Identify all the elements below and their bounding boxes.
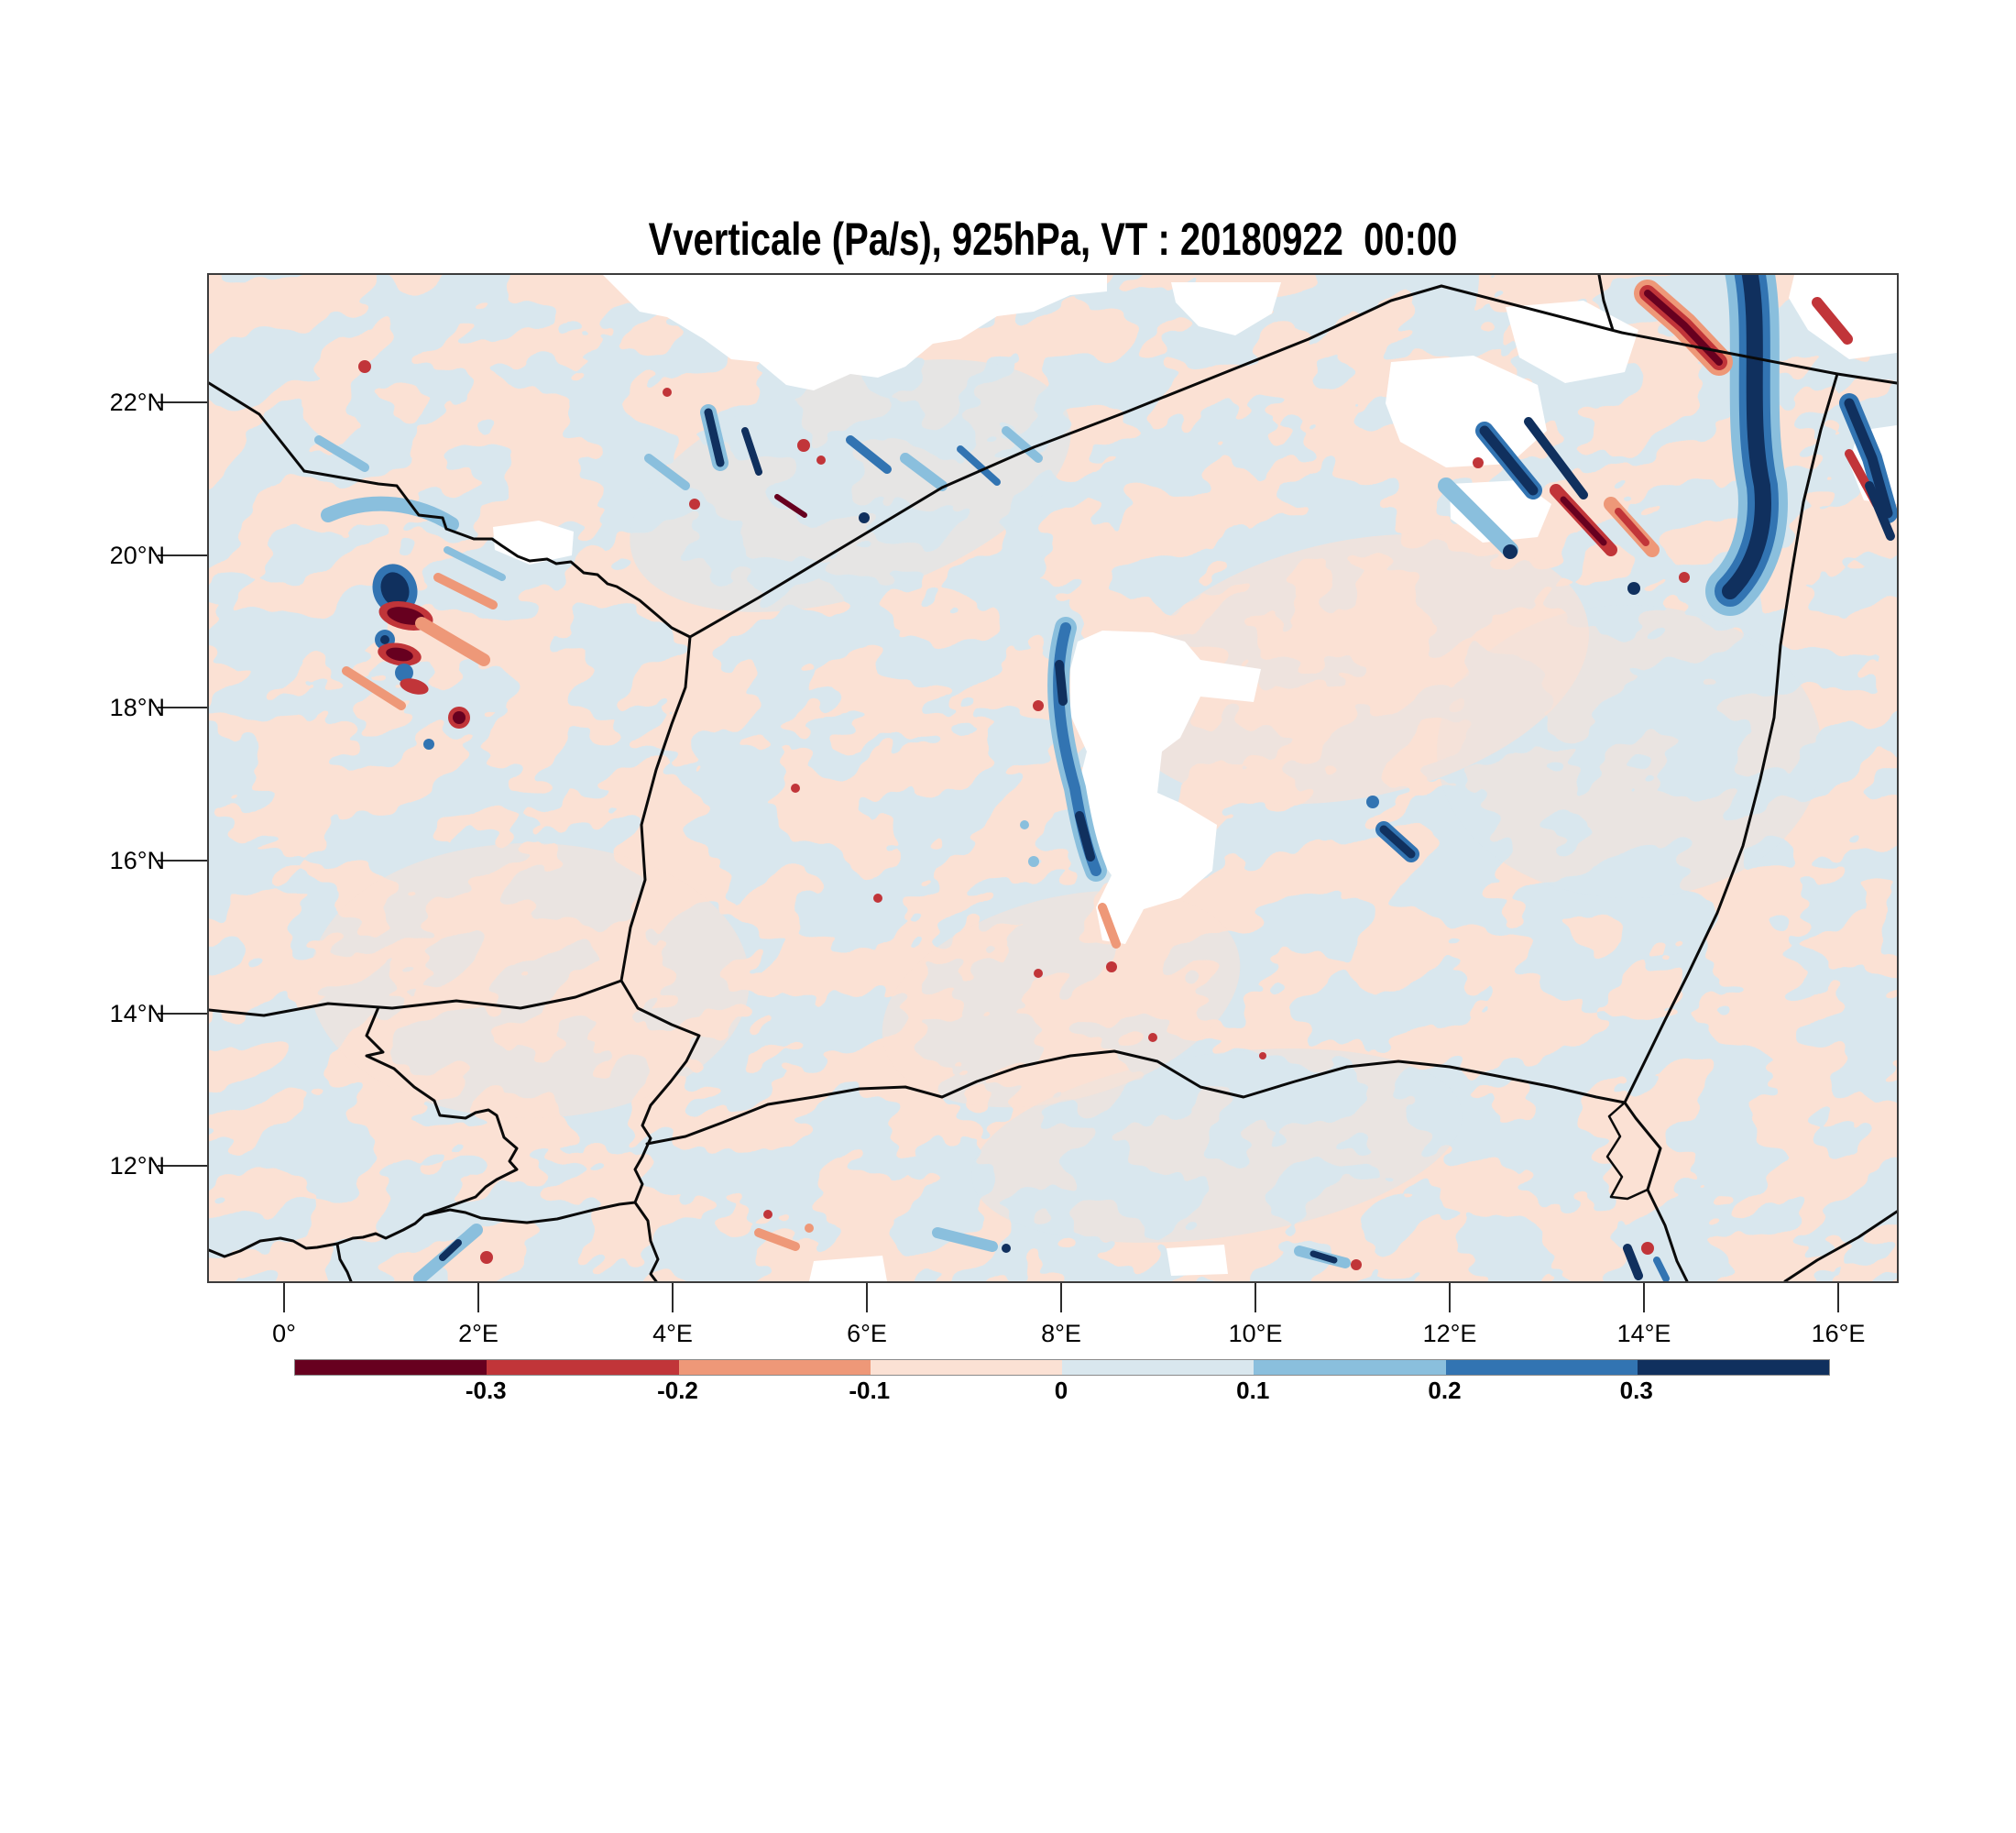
figure-title: Vverticale (Pa/s), 925hPa, VT : 20180922… [648, 214, 1458, 265]
colorbar-tick-label: 0 [1054, 1377, 1068, 1404]
colorbar-cell [1254, 1360, 1446, 1375]
lon-tick-label: 14°E [1616, 1320, 1671, 1347]
lon-tick-label: 8°E [1041, 1320, 1081, 1347]
lon-tick-label: 12°E [1422, 1320, 1477, 1347]
lon-tick-mark [1837, 1283, 1839, 1312]
colorbar-tick-label: -0.2 [657, 1377, 698, 1404]
lon-tick-label: 4°E [652, 1320, 693, 1347]
lat-tick-mark [158, 860, 207, 862]
strong-velocity-features [314, 275, 1897, 1281]
lat-tick-label: 18°N [109, 694, 165, 721]
lon-tick-label: 0° [272, 1320, 296, 1347]
country-borders [209, 275, 1897, 1281]
lat-tick-mark [158, 707, 207, 708]
lat-tick-mark [158, 401, 207, 403]
lat-tick-mark [158, 1013, 207, 1015]
lon-tick-mark [1060, 1283, 1062, 1312]
colorbar-cell [295, 1360, 488, 1375]
colorbar-cell [487, 1360, 679, 1375]
scattered-features [413, 784, 1670, 1281]
colorbar [294, 1359, 1830, 1376]
colorbar-cell [870, 1360, 1062, 1375]
colorbar-cell [1637, 1360, 1829, 1375]
colorbar-cell [678, 1360, 871, 1375]
lon-tick-mark [672, 1283, 674, 1312]
lat-tick-label: 20°N [109, 542, 165, 569]
colorbar-cell [1062, 1360, 1255, 1375]
lat-tick-label: 12°N [109, 1152, 165, 1180]
lon-tick-mark [866, 1283, 868, 1312]
lat-tick-label: 16°N [109, 847, 165, 874]
colorbar-tick-label: 0.2 [1428, 1377, 1462, 1404]
colorbar-tick-label: 0.3 [1619, 1377, 1653, 1404]
colorbar-tick-label: -0.1 [849, 1377, 891, 1404]
lon-tick-label: 16°E [1811, 1320, 1866, 1347]
colorbar-tick-label: -0.3 [465, 1377, 507, 1404]
map-plot-area [207, 273, 1899, 1283]
colorbar-tick-label: 0.1 [1236, 1377, 1270, 1404]
lon-tick-mark [283, 1283, 285, 1312]
lon-tick-mark [1643, 1283, 1645, 1312]
north-band-speckles [644, 388, 1043, 523]
lon-tick-label: 2°E [458, 1320, 499, 1347]
lat-tick-label: 22°N [109, 389, 165, 416]
lat-tick-mark [158, 554, 207, 556]
central-blob-edge-streaks [1020, 617, 1121, 972]
colorbar-cell [1445, 1360, 1638, 1375]
field-tint-patches [310, 359, 1822, 1243]
lon-tick-label: 6°E [847, 1320, 887, 1347]
lon-tick-mark [1449, 1283, 1451, 1312]
lon-tick-label: 10°E [1228, 1320, 1283, 1347]
tibesti-streaks [1438, 275, 1897, 616]
lon-tick-mark [477, 1283, 479, 1312]
vertical-velocity-field [209, 275, 1897, 1281]
lat-tick-mark [158, 1165, 207, 1167]
lat-tick-label: 14°N [109, 1000, 165, 1027]
colorbar-labels: -0.3 -0.2 -0.1 0 0.1 0.2 0.3 [294, 1377, 1828, 1408]
vertical-velocity-map [209, 275, 1897, 1281]
lon-tick-mark [1255, 1283, 1256, 1312]
